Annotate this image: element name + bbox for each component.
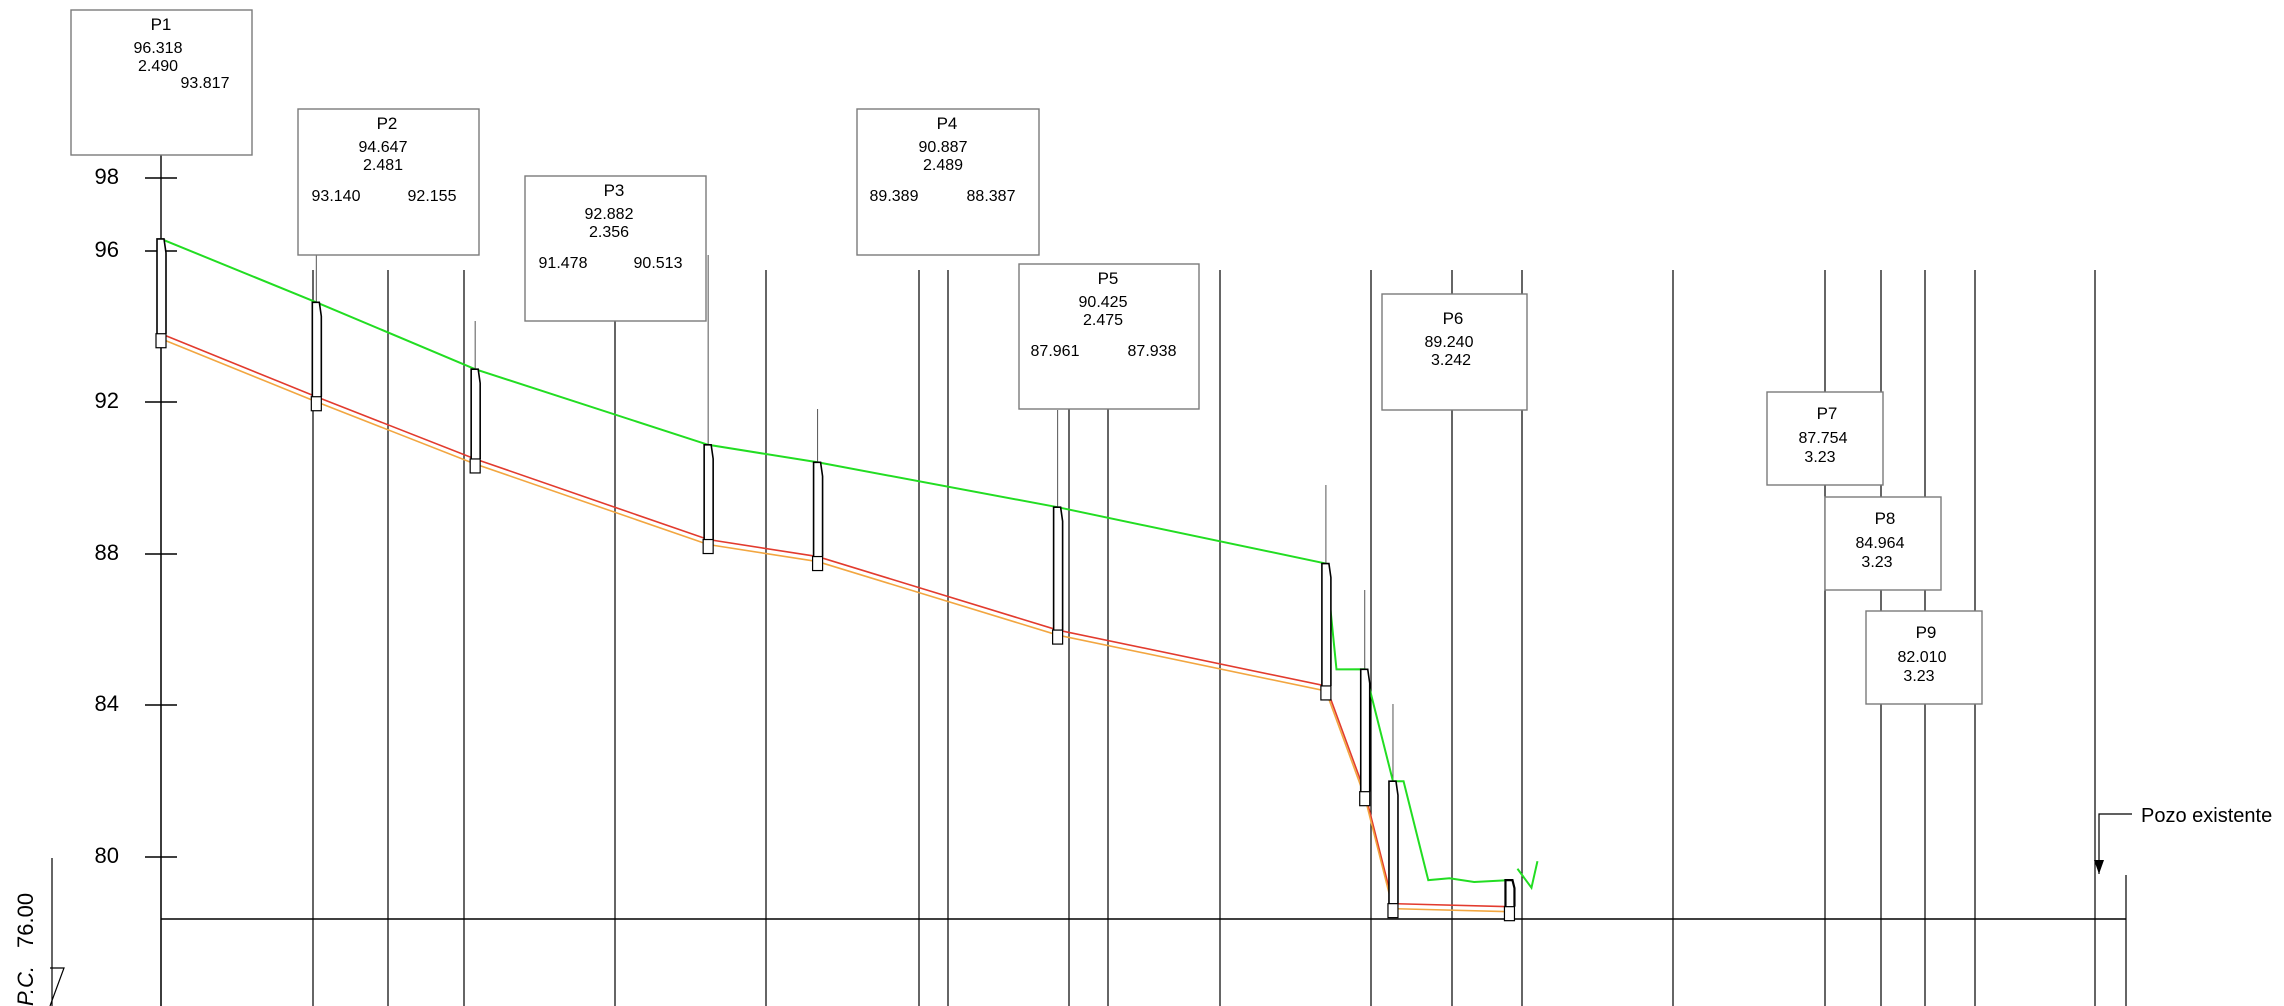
elevation-tick-label: 84: [95, 691, 119, 716]
manhole-name: P5: [1098, 269, 1119, 288]
manhole-depth: 2.489: [923, 157, 963, 174]
manhole-sump: [155, 333, 167, 349]
manhole-shaft: [812, 461, 824, 557]
elevation-tick-label: 98: [95, 164, 119, 189]
datum-value: 76.00: [13, 893, 38, 948]
datum-block: P.C. 76.00: [13, 858, 65, 1006]
manhole-depth: 3.23: [1861, 554, 1892, 571]
terrain-line: [160, 238, 1539, 891]
manhole-box-p8[interactable]: P8 84.964 3.23: [1824, 496, 1942, 591]
existing-manhole-label: Pozo existente: [2141, 805, 2272, 827]
manhole-sump: [310, 396, 322, 412]
invert-out: 90.513: [634, 255, 683, 272]
manhole-name: P8: [1875, 509, 1896, 528]
manhole-sump: [1320, 685, 1332, 701]
manhole-boxes: P1 96.318 2.490 93.817 P2 94.647 2.481 9…: [70, 9, 1983, 705]
invert-out: 92.155: [408, 188, 457, 205]
manhole-box-p9[interactable]: P9 82.010 3.23: [1865, 610, 1983, 705]
ground-elevation: 84.964: [1856, 535, 1905, 552]
manhole-depth: 3.242: [1431, 352, 1471, 369]
terrain-profile: [160, 238, 1510, 884]
manhole-name: P6: [1443, 309, 1464, 328]
pipe-invert-line: [160, 332, 1510, 908]
pipe-secondary-line: [160, 337, 1510, 913]
manhole-depth: 3.23: [1804, 449, 1835, 466]
ground-elevation: 89.240: [1425, 334, 1474, 351]
manhole-name: P3: [604, 181, 625, 200]
manhole-name: P7: [1817, 404, 1838, 423]
manhole-name: P2: [377, 114, 398, 133]
ground-elevation: 90.887: [919, 139, 968, 156]
manhole-name: P4: [937, 114, 958, 133]
elevation-tick: 80: [95, 843, 177, 868]
manhole-depth: 2.356: [589, 224, 629, 241]
manhole-glyphs: [155, 238, 1516, 922]
manhole-shaft: [703, 443, 714, 540]
manhole-depth: 3.23: [1903, 668, 1934, 685]
manhole-name: P1: [151, 15, 172, 34]
ground-elevation: 94.647: [359, 139, 408, 156]
manhole-shaft: [470, 368, 481, 459]
manhole-depth: 2.481: [363, 157, 403, 174]
callout-arrow-icon: [2094, 860, 2104, 874]
manhole-name: P9: [1916, 623, 1937, 642]
ground-elevation: 92.882: [585, 206, 634, 223]
manhole-box-p6[interactable]: P6 89.240 3.242: [1381, 293, 1528, 411]
datum-marker: [49, 967, 65, 1006]
terrain-profile-end: [1516, 860, 1539, 891]
manhole-box-p1[interactable]: P1 96.318 2.490 93.817: [70, 9, 253, 156]
ground-elevation: 82.010: [1898, 649, 1947, 666]
elevation-tick: 88: [95, 540, 177, 565]
manhole-sump: [1359, 791, 1371, 807]
existing-manhole-shaft: [1504, 879, 1516, 907]
pipe-lines: [160, 332, 1510, 913]
manhole-shaft: [1388, 780, 1399, 904]
manhole-box-p3[interactable]: P3 92.882 2.356 91.478 90.513: [524, 175, 707, 322]
manhole-box-p7[interactable]: P7 87.754 3.23: [1766, 391, 1884, 486]
elevation-tick-label: 96: [95, 237, 119, 262]
invert-in: 91.478: [539, 255, 588, 272]
manhole-sump: [811, 555, 824, 572]
manhole-sump: [702, 538, 714, 555]
manhole-sump: [1387, 903, 1399, 919]
manhole-depth: 2.490: [138, 58, 178, 75]
ground-elevation: 90.425: [1079, 294, 1128, 311]
ground-elevation: 96.318: [134, 40, 183, 57]
existing-manhole-sump: [1503, 906, 1516, 922]
elevation-tick-label: 80: [95, 843, 119, 868]
datum-title: P.C.: [13, 966, 38, 1006]
manhole-box-p4[interactable]: P4 90.887 2.489 89.389 88.387: [856, 108, 1040, 256]
manhole-shaft: [156, 238, 167, 334]
elevation-tick: 84: [95, 691, 177, 716]
manhole-shaft: [1052, 506, 1064, 631]
elevation-tick-label: 92: [95, 388, 119, 413]
elevation-tick: 92: [95, 388, 177, 413]
elevation-tick-label: 88: [95, 540, 119, 565]
invert-in: 89.389: [870, 188, 919, 205]
elevation-tick: 98: [95, 164, 177, 189]
manhole-sump: [469, 458, 481, 474]
invert-in: 87.961: [1031, 343, 1080, 360]
manhole-depth: 2.475: [1083, 312, 1123, 329]
invert-in: 93.140: [312, 188, 361, 205]
invert-out: 88.387: [967, 188, 1016, 205]
manhole-shaft: [1359, 668, 1371, 792]
manhole-sump: [1052, 629, 1064, 645]
manhole-box-p2[interactable]: P2 94.647 2.481 93.140 92.155: [297, 108, 480, 256]
invert-out: 87.938: [1128, 343, 1177, 360]
ground-elevation: 87.754: [1799, 430, 1848, 447]
invert-out: 93.817: [181, 75, 230, 92]
existing-manhole[interactable]: Pozo existente: [2094, 805, 2272, 874]
manhole-shaft: [1321, 562, 1332, 686]
manhole-shaft: [311, 301, 323, 397]
manhole-box-p5[interactable]: P5 90.425 2.475 87.961 87.938: [1018, 263, 1200, 410]
existing-callout-leader: [2098, 813, 2132, 874]
